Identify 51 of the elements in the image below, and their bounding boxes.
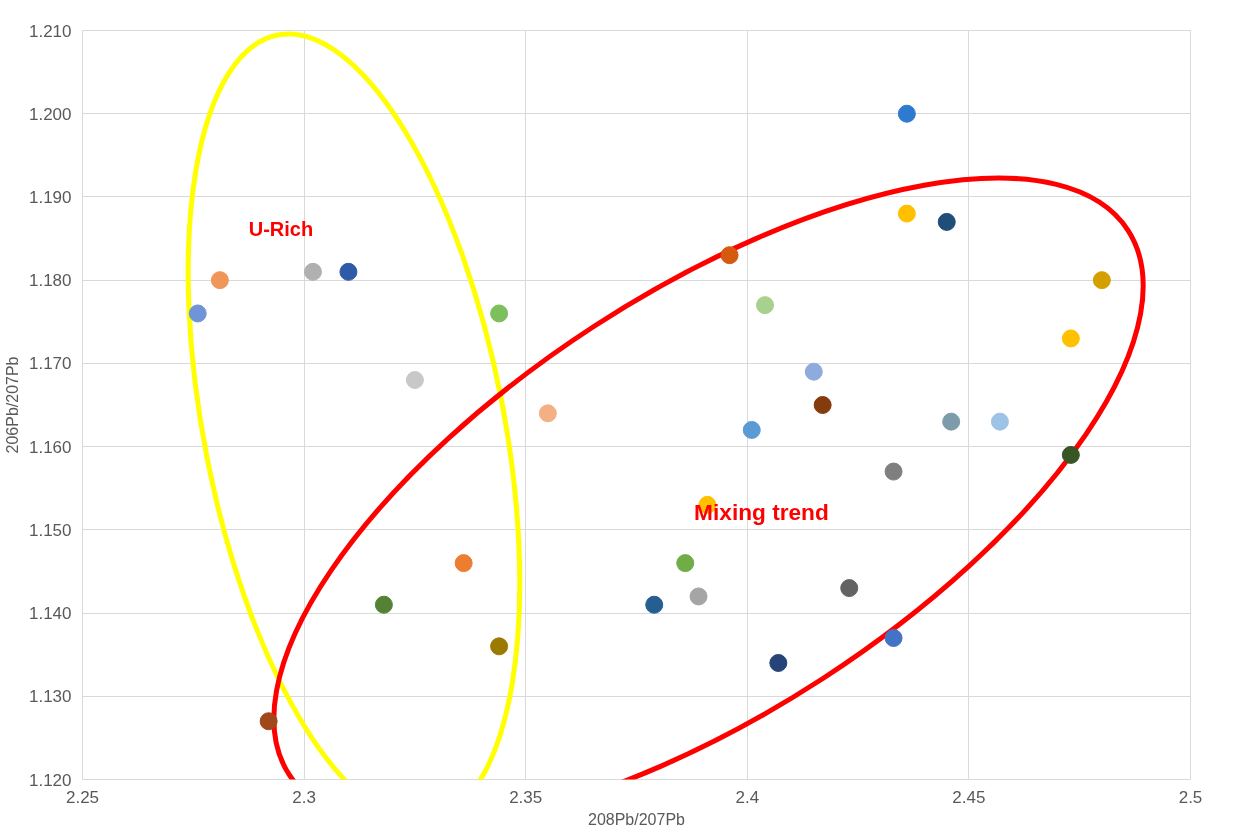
y-axis-title: 206Pb/207Pb bbox=[3, 356, 21, 454]
point bbox=[259, 712, 278, 731]
y-tick-label: 1.190 bbox=[28, 187, 72, 207]
x-tick-label: 2.5 bbox=[1178, 787, 1203, 807]
point bbox=[804, 362, 823, 381]
point bbox=[188, 304, 207, 323]
point bbox=[769, 654, 788, 672]
x-axis-title: 208Pb/207Pb bbox=[588, 810, 686, 828]
point bbox=[884, 462, 903, 481]
x-tick-label: 2.3 bbox=[292, 787, 316, 807]
point bbox=[1061, 329, 1080, 348]
point bbox=[884, 629, 903, 648]
point bbox=[490, 637, 509, 656]
point bbox=[1092, 271, 1111, 290]
y-tick-label: 1.170 bbox=[28, 354, 72, 374]
y-tick-label: 1.150 bbox=[28, 520, 72, 540]
point bbox=[942, 412, 961, 431]
point bbox=[937, 212, 956, 231]
point bbox=[897, 104, 916, 123]
x-tick-label: 2.25 bbox=[65, 787, 100, 807]
point bbox=[454, 554, 473, 573]
y-tick-label: 1.140 bbox=[28, 604, 72, 624]
point bbox=[689, 587, 708, 606]
point bbox=[720, 246, 739, 265]
x-tick-label: 2.45 bbox=[952, 787, 986, 807]
point bbox=[813, 396, 832, 414]
point bbox=[742, 420, 761, 439]
annotation: U-Rich bbox=[248, 218, 314, 241]
point bbox=[840, 579, 859, 598]
y-tick-label: 1.120 bbox=[28, 770, 72, 790]
y-tick-label: 1.200 bbox=[28, 104, 72, 124]
point bbox=[339, 262, 358, 281]
point bbox=[645, 595, 664, 614]
y-tick-label: 1.160 bbox=[28, 437, 72, 457]
point bbox=[490, 304, 509, 323]
point bbox=[538, 404, 557, 423]
point bbox=[303, 262, 322, 281]
point bbox=[676, 554, 695, 573]
y-tick-label: 1.130 bbox=[28, 687, 72, 707]
annotation: Mixing trend bbox=[694, 498, 829, 525]
point bbox=[374, 595, 393, 614]
x-tick-label: 2.35 bbox=[509, 787, 543, 807]
point bbox=[405, 371, 424, 390]
point bbox=[990, 412, 1009, 431]
y-tick-label: 1.210 bbox=[28, 21, 72, 41]
point bbox=[897, 204, 916, 223]
x-tick-label: 2.4 bbox=[735, 787, 760, 807]
point bbox=[210, 271, 229, 290]
y-tick-label: 1.180 bbox=[28, 271, 72, 291]
point bbox=[1061, 445, 1080, 464]
point bbox=[756, 296, 775, 315]
